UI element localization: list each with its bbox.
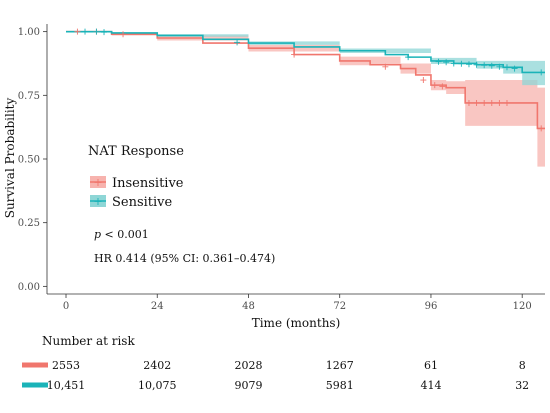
risk-cell-insensitive: 2402 bbox=[143, 359, 171, 372]
censor-mark-sensitive bbox=[435, 58, 442, 65]
censor-mark-insensitive bbox=[431, 82, 438, 89]
risk-table-title: Number at risk bbox=[42, 334, 135, 348]
x-tick-label: 0 bbox=[63, 301, 69, 312]
censor-mark-sensitive bbox=[458, 60, 465, 67]
risk-table: 2553 2402 2028 1267 61 8 10,451 10,075 9079 5981 4… bbox=[22, 359, 529, 392]
risk-cell-insensitive: 2553 bbox=[52, 359, 80, 372]
p-value-text: < 0.001 bbox=[101, 228, 149, 241]
censor-mark-sensitive bbox=[443, 59, 450, 66]
censor-mark-insensitive bbox=[420, 77, 427, 84]
ci-band-sensitive bbox=[66, 31, 546, 86]
censor-mark-insensitive bbox=[439, 83, 446, 90]
legend-plus-sensitive: + bbox=[93, 195, 102, 208]
legend-plus-insensitive: + bbox=[93, 176, 102, 189]
legend-label-sensitive: Sensitive bbox=[112, 195, 173, 210]
censor-mark-insensitive bbox=[496, 99, 503, 106]
censor-mark-sensitive bbox=[496, 63, 503, 70]
x-tick-label: 120 bbox=[513, 301, 532, 312]
y-tick-label: 0.75 bbox=[18, 91, 40, 102]
risk-cell-sensitive: 32 bbox=[515, 379, 529, 392]
censor-mark-sensitive bbox=[473, 61, 480, 68]
y-tick-label: 0.50 bbox=[18, 155, 40, 166]
censor-marks bbox=[74, 28, 545, 132]
y-axis-title: Survival Probability bbox=[3, 98, 17, 219]
risk-cell-sensitive: 9079 bbox=[234, 379, 262, 392]
censor-mark-insensitive bbox=[538, 125, 545, 132]
censor-mark-sensitive bbox=[511, 65, 518, 72]
survival-curve-sensitive bbox=[66, 30, 545, 74]
risk-cell-insensitive: 2028 bbox=[234, 359, 262, 372]
risk-cell-insensitive: 1267 bbox=[326, 359, 354, 372]
survival-curves bbox=[66, 30, 545, 130]
confidence-bands bbox=[66, 31, 546, 167]
censor-mark-insensitive bbox=[74, 28, 81, 35]
x-tick-label: 96 bbox=[425, 301, 438, 312]
risk-cell-sensitive: 5981 bbox=[326, 379, 354, 392]
survival-curve-insensitive bbox=[66, 30, 545, 130]
legend-item-insensitive: + Insensitive bbox=[90, 176, 184, 191]
censor-mark-insensitive bbox=[291, 51, 298, 58]
legend-item-sensitive: + Sensitive bbox=[90, 195, 173, 210]
ci-band-insensitive bbox=[66, 31, 546, 167]
risk-cell-insensitive: 8 bbox=[519, 359, 526, 372]
x-tick-label: 48 bbox=[242, 301, 255, 312]
p-value-annotation: p < 0.001 bbox=[94, 228, 149, 241]
censor-mark-insensitive bbox=[481, 99, 488, 106]
risk-cell-sensitive: 10,451 bbox=[47, 379, 86, 392]
p-value-symbol: p bbox=[94, 228, 101, 241]
censor-mark-insensitive bbox=[488, 99, 495, 106]
censor-mark-insensitive bbox=[473, 99, 480, 106]
censor-mark-sensitive bbox=[93, 28, 100, 35]
censor-mark-insensitive bbox=[120, 31, 127, 38]
censor-mark-sensitive bbox=[481, 62, 488, 69]
censor-mark-sensitive bbox=[234, 39, 241, 46]
censor-mark-sensitive bbox=[465, 61, 472, 68]
censor-mark-sensitive bbox=[405, 54, 412, 61]
risk-cell-sensitive: 414 bbox=[420, 379, 441, 392]
censor-mark-sensitive bbox=[82, 28, 89, 35]
censor-mark-sensitive bbox=[101, 29, 108, 36]
censor-mark-sensitive bbox=[538, 69, 545, 76]
y-tick-label: 0.00 bbox=[18, 282, 40, 293]
censor-mark-sensitive bbox=[488, 62, 495, 69]
x-axis-title: Time (months) bbox=[252, 316, 341, 330]
x-tick-label: 24 bbox=[151, 301, 164, 312]
censor-mark-insensitive bbox=[382, 63, 389, 70]
censor-mark-sensitive bbox=[450, 60, 457, 67]
legend-title: NAT Response bbox=[88, 144, 184, 159]
hazard-ratio-annotation: HR 0.414 (95% CI: 0.361–0.474) bbox=[94, 252, 275, 265]
risk-cell-insensitive: 61 bbox=[424, 359, 438, 372]
censor-mark-insensitive bbox=[465, 99, 472, 106]
legend-label-insensitive: Insensitive bbox=[112, 176, 184, 191]
y-tick-label: 1.00 bbox=[18, 27, 40, 38]
censor-mark-sensitive bbox=[503, 64, 510, 71]
risk-cell-sensitive: 10,075 bbox=[138, 379, 177, 392]
y-ticks: 0.00 0.25 0.50 0.75 1.00 bbox=[18, 27, 47, 293]
x-ticks: 0 24 48 72 96 120 bbox=[63, 294, 532, 312]
x-tick-label: 72 bbox=[333, 301, 346, 312]
censor-mark-insensitive bbox=[503, 99, 510, 106]
y-tick-label: 0.25 bbox=[18, 218, 40, 229]
